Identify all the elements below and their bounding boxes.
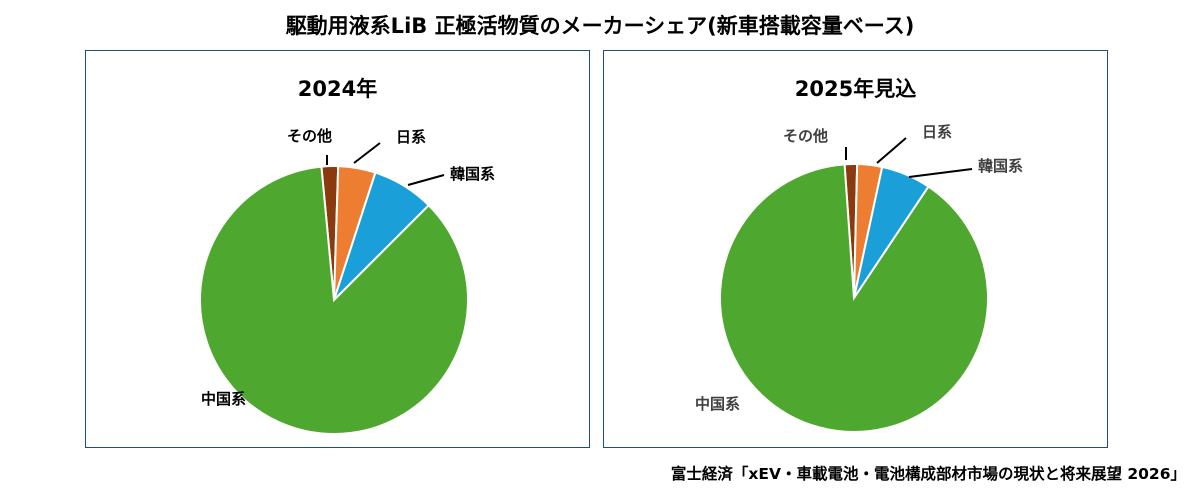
pie-slice-中国系	[719, 163, 989, 433]
pie-title-2025: 2025年見込	[794, 77, 917, 101]
leader-line-韓国系	[908, 168, 973, 178]
pie-label-中国系: 中国系	[201, 390, 246, 408]
source-note: 富士経済「xEV・車載電池・電池構成部材市場の現状と将来展望 2026」	[670, 465, 1186, 483]
pie-label-韓国系: 韓国系	[450, 165, 495, 183]
pie-label-中国系: 中国系	[695, 395, 740, 413]
pie-label-日系: 日系	[922, 123, 952, 141]
pie-slice-中国系	[199, 165, 469, 435]
pie-panel-2024: 2024年 日系韓国系中国系 その他	[85, 50, 590, 448]
pie-label-韓国系: 韓国系	[978, 157, 1023, 175]
pie-label-その他: その他	[287, 127, 332, 145]
pie-label-その他: その他	[783, 127, 828, 145]
pie-panel-2025: 2025年見込 日系韓国系中国系 その他	[603, 50, 1108, 448]
pie-title-2024: 2024年	[297, 77, 378, 101]
leader-line-日系	[876, 137, 907, 164]
leader-line-日系	[353, 142, 381, 164]
leader-line-韓国系	[407, 174, 445, 186]
chart-main-title: 駆動用液系LiB 正極活物質のメーカーシェア(新車搭載容量ベース)	[285, 14, 915, 38]
pie-label-日系: 日系	[396, 128, 426, 146]
